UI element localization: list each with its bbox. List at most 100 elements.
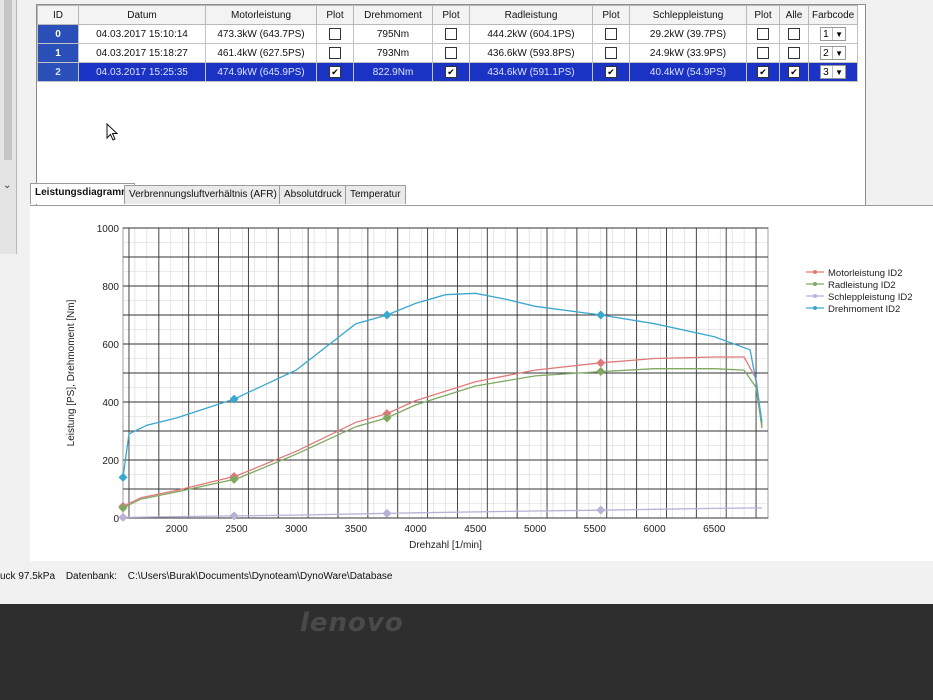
x-tick-label: 6500 bbox=[703, 524, 726, 535]
col-header-drehmoment[interactable]: Drehmoment bbox=[353, 5, 433, 25]
plot-all-checkbox[interactable] bbox=[788, 28, 800, 40]
col-header-id[interactable]: ID bbox=[37, 5, 79, 25]
tab-leistungsdiagramm[interactable]: Leistungsdiagramm bbox=[30, 183, 136, 204]
schleppleistung-cell[interactable]: 24.9kW (33.9PS) bbox=[629, 43, 747, 63]
datum-cell[interactable]: 04.03.2017 15:18:27 bbox=[78, 43, 206, 63]
tab-absolutdruck[interactable]: Absolutdruck bbox=[279, 185, 347, 204]
col-header-schleppleistung[interactable]: Schleppleistung bbox=[629, 5, 747, 25]
motorleistung-cell[interactable]: 474.9kW (645.9PS) bbox=[205, 62, 317, 82]
plot-schleppleistung-checkbox[interactable] bbox=[757, 47, 769, 59]
col-header-plot-2[interactable]: Plot bbox=[432, 5, 470, 25]
x-tick-label: 3500 bbox=[345, 524, 368, 535]
alle-cell bbox=[779, 43, 809, 63]
plot-radleistung-checkbox[interactable]: ✔ bbox=[605, 66, 617, 78]
drehmoment-cell[interactable]: 793Nm bbox=[353, 43, 433, 63]
datum-cell[interactable]: 04.03.2017 15:10:14 bbox=[78, 24, 206, 44]
vertical-scrollbar[interactable]: ⌄ bbox=[0, 0, 17, 254]
plot-cell: ✔ bbox=[592, 62, 630, 82]
series-marker bbox=[382, 508, 392, 518]
plot-motorleistung-checkbox[interactable] bbox=[329, 47, 341, 59]
plot-cell bbox=[316, 43, 354, 63]
x-axis-label: Drehzahl [1/min] bbox=[409, 540, 482, 551]
table-row[interactable]: 0 04.03.2017 15:10:14 473.3kW (643.7PS) … bbox=[37, 24, 859, 44]
plot-motorleistung-checkbox[interactable]: ✔ bbox=[329, 66, 341, 78]
farbcode-value: 3 bbox=[823, 67, 829, 78]
mouse-cursor-icon bbox=[106, 123, 119, 141]
plot-cell: ✔ bbox=[746, 62, 780, 82]
plot-motorleistung-checkbox[interactable] bbox=[329, 28, 341, 40]
plot-radleistung-checkbox[interactable] bbox=[605, 47, 617, 59]
plot-cell: ✔ bbox=[432, 62, 470, 82]
col-header-radleistung[interactable]: Radleistung bbox=[469, 5, 593, 25]
chevron-down-icon[interactable]: ▼ bbox=[832, 47, 845, 59]
drehmoment-cell[interactable]: 795Nm bbox=[353, 24, 433, 44]
farbcode-select[interactable]: 2 ▼ bbox=[820, 46, 847, 60]
y-tick-label: 400 bbox=[102, 398, 119, 409]
plot-cell bbox=[592, 24, 630, 44]
plot-drehmoment-checkbox[interactable] bbox=[445, 47, 457, 59]
row-id-cell[interactable]: 2 bbox=[37, 62, 79, 82]
y-tick-label: 0 bbox=[113, 514, 119, 525]
series-marker bbox=[229, 394, 239, 404]
col-header-farbcode[interactable]: Farbcode bbox=[807, 5, 859, 25]
tab-afr[interactable]: Verbrennungsluftverhältnis (AFR) bbox=[124, 185, 282, 204]
radleistung-cell[interactable]: 436.6kW (593.8PS) bbox=[469, 43, 593, 63]
col-header-datum[interactable]: Datum bbox=[78, 5, 206, 25]
datum-cell[interactable]: 04.03.2017 15:25:35 bbox=[78, 62, 206, 82]
radleistung-cell[interactable]: 444.2kW (604.1PS) bbox=[469, 24, 593, 44]
screen: ⌄ ID Datum Motorleistung Plot Drehmoment… bbox=[0, 0, 933, 604]
series-marker bbox=[596, 310, 606, 320]
plot-schleppleistung-checkbox[interactable]: ✔ bbox=[757, 66, 769, 78]
motorleistung-cell[interactable]: 473.3kW (643.7PS) bbox=[205, 24, 317, 44]
y-tick-label: 1000 bbox=[97, 224, 120, 235]
table-row[interactable]: 1 04.03.2017 15:18:27 461.4kW (627.5PS) … bbox=[37, 43, 859, 63]
schleppleistung-cell[interactable]: 29.2kW (39.7PS) bbox=[629, 24, 747, 44]
col-header-plot-4[interactable]: Plot bbox=[746, 5, 780, 25]
legend-label: Drehmoment ID2 bbox=[828, 304, 900, 315]
radleistung-cell[interactable]: 434.6kW (591.1PS) bbox=[469, 62, 593, 82]
drehmoment-cell[interactable]: 822.9Nm bbox=[353, 62, 433, 82]
motorleistung-cell[interactable]: 461.4kW (627.5PS) bbox=[205, 43, 317, 63]
plot-schleppleistung-checkbox[interactable] bbox=[757, 28, 769, 40]
laptop-bezel bbox=[0, 604, 933, 700]
series-line bbox=[122, 292, 763, 478]
x-tick-label: 5500 bbox=[584, 524, 607, 535]
plot-drehmoment-checkbox[interactable]: ✔ bbox=[445, 66, 457, 78]
chevron-down-icon[interactable]: ⌄ bbox=[3, 180, 12, 191]
farbcode-value: 1 bbox=[823, 29, 829, 40]
farbcode-select[interactable]: 1 ▼ bbox=[820, 27, 847, 41]
plot-all-checkbox[interactable] bbox=[788, 47, 800, 59]
schleppleistung-cell[interactable]: 40.4kW (54.9PS) bbox=[629, 62, 747, 82]
plot-all-checkbox[interactable]: ✔ bbox=[788, 66, 800, 78]
table-row-selected[interactable]: 2 04.03.2017 15:25:35 474.9kW (645.9PS) … bbox=[37, 62, 859, 82]
legend-label: Schleppleistung ID2 bbox=[828, 292, 913, 303]
col-header-plot-3[interactable]: Plot bbox=[592, 5, 630, 25]
farbcode-select[interactable]: 3 ▼ bbox=[820, 65, 847, 79]
scrollbar-thumb[interactable] bbox=[4, 0, 12, 160]
y-tick-label: 800 bbox=[102, 282, 119, 293]
farbcode-cell: 3 ▼ bbox=[807, 62, 859, 82]
series-marker bbox=[229, 511, 239, 521]
chevron-down-icon[interactable]: ▼ bbox=[832, 66, 845, 78]
series-marker bbox=[229, 474, 239, 484]
plot-radleistung-checkbox[interactable] bbox=[605, 28, 617, 40]
tab-temperatur[interactable]: Temperatur bbox=[345, 185, 406, 204]
row-id-cell[interactable]: 0 bbox=[37, 24, 79, 44]
series-line bbox=[122, 368, 763, 509]
farbcode-value: 2 bbox=[823, 48, 829, 59]
series-line bbox=[122, 507, 763, 519]
chevron-down-icon[interactable]: ▼ bbox=[832, 28, 845, 40]
plot-drehmoment-checkbox[interactable] bbox=[445, 28, 457, 40]
chart-panel: 2000 2500 3000 3500 4000 4500 5000 5500 6000 6500… bbox=[30, 205, 933, 561]
col-header-plot-1[interactable]: Plot bbox=[316, 5, 354, 25]
x-tick-label: 4500 bbox=[464, 524, 487, 535]
x-tick-label: 2000 bbox=[166, 524, 189, 535]
database-path: C:\Users\Burak\Documents\Dynoteam\DynoWa… bbox=[127, 571, 393, 582]
row-id-cell[interactable]: 1 bbox=[37, 43, 79, 63]
pressure-readout: uck 97.5kPa bbox=[0, 571, 56, 582]
col-header-motorleistung[interactable]: Motorleistung bbox=[205, 5, 317, 25]
col-header-alle[interactable]: Alle bbox=[779, 5, 809, 25]
runs-table: ID Datum Motorleistung Plot Drehmoment P… bbox=[37, 5, 859, 82]
plot-cell bbox=[316, 24, 354, 44]
alle-cell bbox=[779, 24, 809, 44]
